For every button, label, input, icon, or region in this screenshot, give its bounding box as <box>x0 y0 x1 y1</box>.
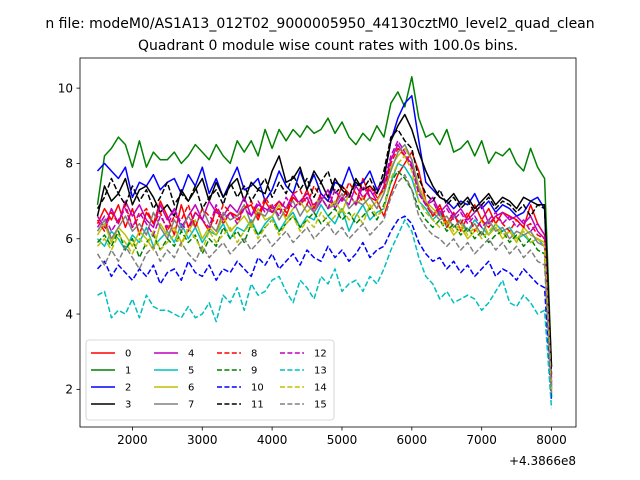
y-tick-label: 10 <box>58 81 73 95</box>
series-line-12 <box>96 140 553 386</box>
legend-label-5: 5 <box>188 366 194 377</box>
x-tick-label: 3000 <box>187 433 218 447</box>
series-line-15 <box>96 173 553 394</box>
legend-label-4: 4 <box>188 349 194 360</box>
legend-label-2: 2 <box>125 383 131 394</box>
legend-label-15: 15 <box>314 400 327 411</box>
y-tick-label: 8 <box>65 157 73 171</box>
series-line-3 <box>96 113 553 367</box>
x-tick-label: 4000 <box>257 433 288 447</box>
legend-label-12: 12 <box>314 349 327 360</box>
legend-label-10: 10 <box>251 383 264 394</box>
series-line-2 <box>96 94 553 386</box>
x-tick-label: 2000 <box>117 433 148 447</box>
legend-label-3: 3 <box>125 400 131 411</box>
legend-label-11: 11 <box>251 400 264 411</box>
series-line-9 <box>96 170 553 397</box>
x-tick-label: 8000 <box>536 433 567 447</box>
series-line-10 <box>96 215 553 401</box>
legend-label-14: 14 <box>314 383 327 394</box>
y-tick-label: 6 <box>65 232 73 246</box>
legend-frame <box>85 339 335 421</box>
x-tick-label: 7000 <box>466 433 497 447</box>
legend-label-6: 6 <box>188 383 194 394</box>
x-offset-label: +4.3866e8 <box>509 454 576 468</box>
legend-label-0: 0 <box>125 349 131 360</box>
x-tick-label: 5000 <box>327 433 358 447</box>
y-tick-label: 2 <box>65 383 73 397</box>
figure-suptitle: n file: modeM0/AS1A13_012T02_9000005950_… <box>45 16 594 32</box>
legend-label-13: 13 <box>314 366 327 377</box>
legend-label-7: 7 <box>188 400 194 411</box>
legend-label-8: 8 <box>251 349 257 360</box>
series-line-14 <box>96 155 553 390</box>
series-line-1 <box>96 76 553 367</box>
series-line-13 <box>97 219 553 409</box>
series-layer <box>96 76 553 409</box>
legend-label-9: 9 <box>251 366 257 377</box>
plot-frame <box>79 57 577 428</box>
x-tick-label: 6000 <box>397 433 428 447</box>
legend-label-1: 1 <box>125 366 131 377</box>
series-line-5 <box>96 162 553 397</box>
chart-title: Quadrant 0 module wise count rates with … <box>138 38 518 54</box>
y-tick-label: 4 <box>65 307 73 321</box>
series-line-11 <box>96 128 553 375</box>
